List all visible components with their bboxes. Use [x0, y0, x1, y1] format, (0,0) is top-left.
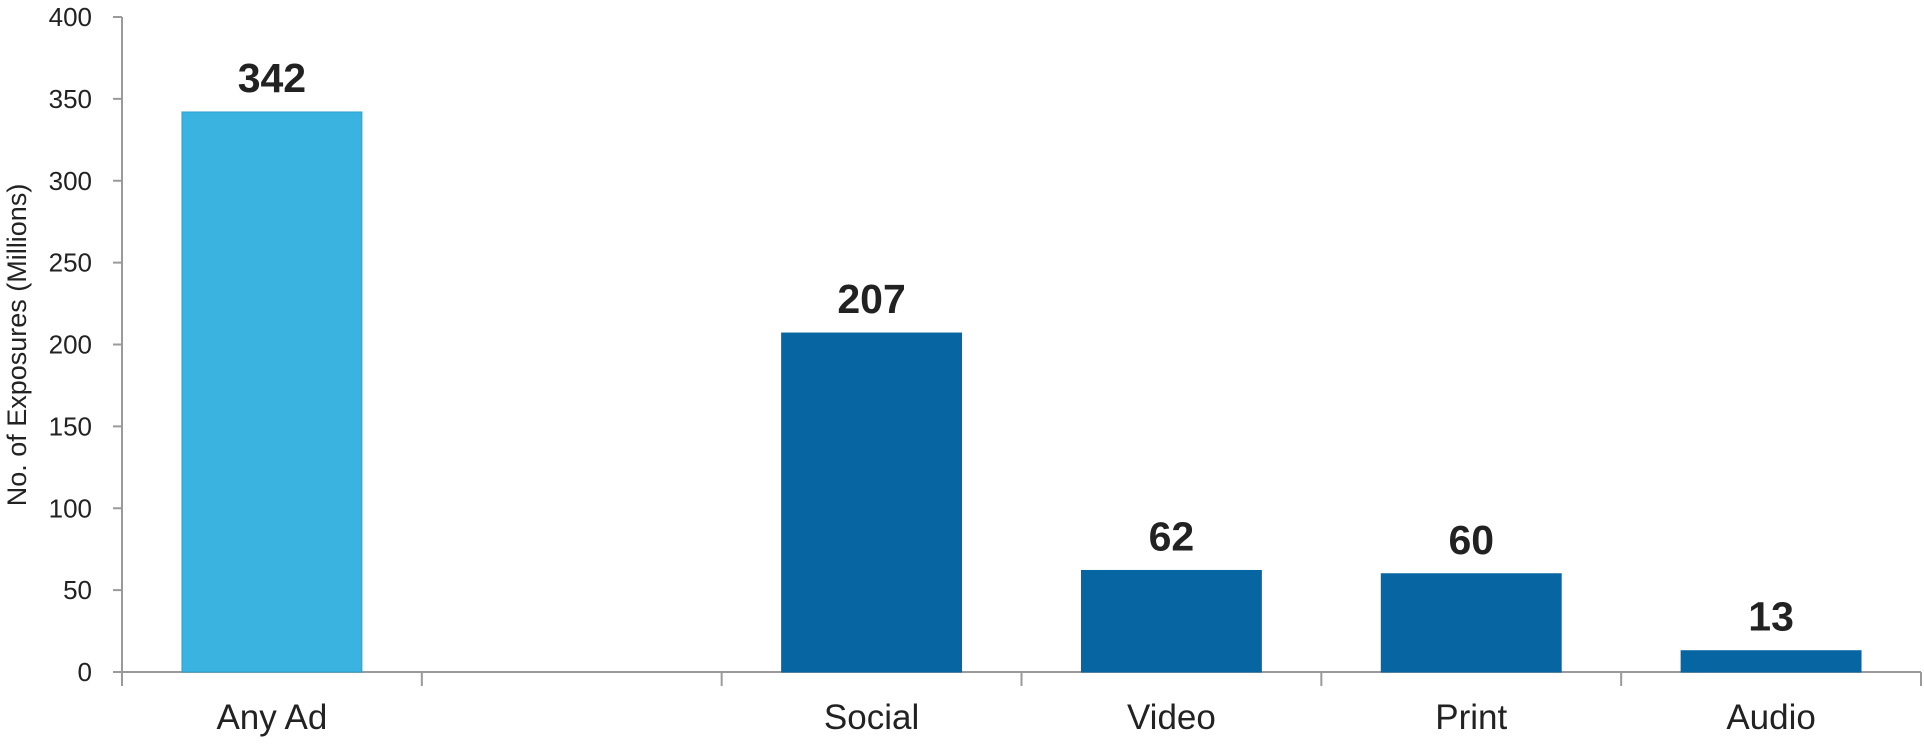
bar-print [1380, 573, 1562, 673]
bar-audio [1680, 650, 1862, 673]
bar-social [781, 332, 963, 673]
data-label: 342 [238, 55, 306, 101]
bar-video [1080, 569, 1262, 673]
data-label: 13 [1748, 594, 1794, 640]
data-label: 207 [837, 276, 905, 322]
x-tick-label: Social [824, 698, 919, 737]
x-tick-label: Audio [1726, 698, 1816, 737]
x-tick-label: Any Ad [216, 698, 327, 737]
y-tick-label: 0 [78, 657, 92, 687]
y-tick-label: 300 [49, 166, 92, 196]
x-tick-label: Print [1435, 698, 1507, 737]
y-tick-label: 100 [49, 493, 92, 523]
x-tick-label: Video [1127, 698, 1216, 737]
data-labels: 342 207 62 60 13 [238, 55, 1794, 640]
y-tick-label: 400 [49, 2, 92, 32]
data-label: 62 [1149, 513, 1195, 559]
data-label: 60 [1448, 517, 1494, 563]
bars [181, 111, 1862, 673]
y-tick-label: 200 [49, 330, 92, 360]
bar-any-ad [181, 111, 363, 673]
y-axis: 0 50 100 150 200 250 300 350 400 [49, 2, 123, 687]
y-tick-label: 250 [49, 248, 92, 278]
y-axis-title-group: No. of Exposures (Millions) [2, 184, 32, 507]
y-tick-label: 150 [49, 411, 92, 441]
y-tick-label: 350 [49, 84, 92, 114]
x-axis: Any Ad Social Video Print Audio [121, 671, 1922, 737]
y-axis-title: No. of Exposures (Millions) [2, 184, 32, 507]
y-tick-label: 50 [63, 575, 92, 605]
